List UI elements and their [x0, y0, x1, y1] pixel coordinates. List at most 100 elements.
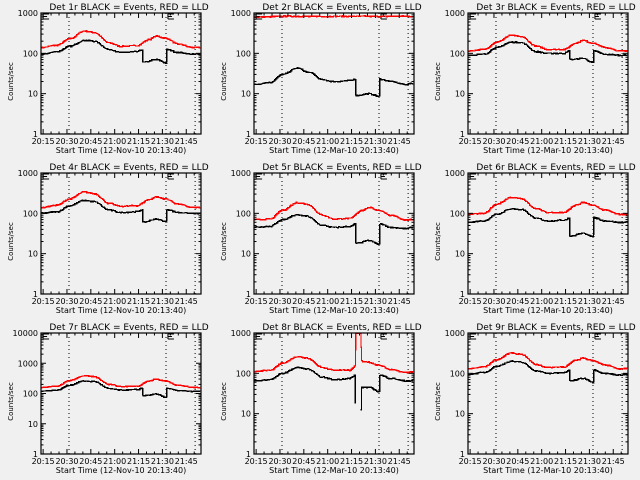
panel-det-5r: Det 5r BLACK = Events, RED = LLD 1 10 100 10… [220, 163, 422, 315]
y-tick-label: 100 [236, 49, 251, 58]
plot-frame [467, 12, 629, 135]
e-marker-glyph [594, 13, 601, 20]
y-tick-label: 100 [23, 49, 38, 58]
y-axis-label: Counts/sec [220, 62, 228, 101]
y-tick-label: 100 [236, 209, 251, 218]
y-tick-label: 10000 [13, 329, 38, 338]
events-series-line [468, 41, 628, 64]
x-tick-label: 21:15 [554, 137, 577, 146]
y-tick-label: 1000 [231, 9, 251, 18]
x-axis-label: Start Time (12-Mar-10 20:13:40) [483, 146, 613, 155]
panel-det-1r: Det 1r BLACK = Events, RED = LLD 1 10 100 10… [7, 3, 209, 155]
lld-series-line [254, 15, 414, 19]
x-tick-label: 21:00 [316, 137, 339, 146]
panel-det-3r: Det 3r BLACK = Events, RED = LLD 1 10 100 10… [434, 3, 636, 155]
y-tick-label: 1 [246, 290, 251, 299]
x-tick-label: 20:30 [55, 457, 78, 466]
x-tick-label: 21:30 [578, 137, 601, 146]
y-tick-label: 1000 [445, 169, 465, 178]
y-tick-label: 100 [450, 209, 465, 218]
chart-title: Det 6r BLACK = Events, RED = LLD [476, 163, 635, 173]
y-tick-label: 1000 [18, 359, 38, 368]
lld-series-line [41, 29, 201, 49]
x-axis-label: Start Time (12-Mar-10 20:13:40) [483, 306, 613, 315]
y-tick-label: 1000 [231, 169, 251, 178]
y-tick-label: 1 [246, 130, 251, 139]
panel-det-9r: Det 9r BLACK = Events, RED = LLD 1 10 100 10… [434, 323, 636, 475]
e-marker-glyph [469, 333, 477, 340]
e-marker-glyph [167, 333, 174, 340]
plot-frame [467, 172, 629, 295]
y-tick-label: 1000 [18, 169, 38, 178]
y-tick-label: 1 [246, 450, 251, 459]
y-tick-label: 1 [33, 130, 38, 139]
x-tick-label: 20:15 [459, 297, 482, 306]
y-tick-label: 100 [236, 369, 251, 378]
x-tick-label: 21:00 [316, 297, 339, 306]
x-tick-label: 21:15 [340, 137, 363, 146]
y-tick-label: 100 [23, 209, 38, 218]
x-tick-label: 21:45 [388, 137, 411, 146]
x-tick-label: 21:30 [151, 457, 174, 466]
x-tick-label: 21:00 [530, 137, 553, 146]
y-tick-label: 1 [460, 290, 465, 299]
x-tick-label: 20:30 [482, 457, 505, 466]
x-tick-label: 21:45 [388, 297, 411, 306]
x-tick-label: 21:00 [316, 457, 339, 466]
y-tick-label: 100 [450, 49, 465, 58]
x-tick-label: 20:45 [292, 137, 315, 146]
e-marker-glyph [469, 13, 477, 20]
chart-title: Det 5r BLACK = Events, RED = LLD [262, 163, 421, 173]
x-tick-label: 20:15 [32, 297, 55, 306]
x-tick-label: 21:15 [127, 137, 150, 146]
x-tick-label: 20:45 [292, 457, 315, 466]
lld-series-line [468, 34, 628, 53]
x-tick-label: 21:30 [364, 137, 387, 146]
x-tick-label: 20:30 [268, 137, 291, 146]
y-tick-label: 1 [33, 450, 38, 459]
y-axis-label: Counts/sec [7, 222, 15, 261]
y-tick-label: 1 [33, 290, 38, 299]
x-tick-label: 21:45 [175, 137, 198, 146]
chart-title: Det 7r BLACK = Events, RED = LLD [49, 323, 208, 333]
x-tick-label: 20:45 [506, 137, 529, 146]
x-tick-label: 20:45 [506, 297, 529, 306]
x-tick-label: 21:45 [602, 137, 625, 146]
chart-title: Det 8r BLACK = Events, RED = LLD [262, 323, 421, 333]
plot-frame [40, 12, 202, 135]
chart-title: Det 2r BLACK = Events, RED = LLD [262, 3, 421, 13]
y-tick-label: 10 [455, 90, 465, 99]
y-tick-label: 1000 [231, 329, 251, 338]
plot-frame [40, 332, 202, 455]
lld-series-line [254, 332, 414, 374]
panel-det-8r: Det 8r BLACK = Events, RED = LLD 1 10 100 10… [220, 323, 422, 475]
x-tick-label: 21:15 [340, 297, 363, 306]
y-axis-label: Counts/sec [7, 382, 15, 421]
e-marker-glyph [42, 173, 50, 180]
x-tick-label: 21:15 [127, 297, 150, 306]
x-tick-label: 21:00 [103, 297, 126, 306]
y-axis-label: Counts/sec [220, 382, 228, 421]
events-series-line [254, 366, 414, 411]
y-axis-label: Counts/sec [434, 62, 442, 101]
panel-det-4r: Det 4r BLACK = Events, RED = LLD 1 10 100 10… [7, 163, 209, 315]
plot-frame [253, 332, 415, 455]
events-series-line [41, 199, 201, 224]
x-tick-label: 20:30 [482, 137, 505, 146]
x-tick-label: 21:15 [554, 297, 577, 306]
lld-series-line [254, 201, 414, 222]
plot-frame [467, 332, 629, 455]
y-axis-label: Counts/sec [220, 222, 228, 261]
y-axis-label: Counts/sec [434, 382, 442, 421]
lld-series-line [468, 351, 628, 370]
plot-frame [253, 12, 415, 135]
y-tick-label: 100 [450, 369, 465, 378]
events-series-line [468, 207, 628, 238]
e-marker-glyph [42, 13, 50, 20]
y-tick-label: 10 [28, 250, 38, 259]
x-tick-label: 20:15 [245, 137, 268, 146]
events-series-line [254, 213, 414, 245]
y-tick-label: 10 [28, 90, 38, 99]
x-tick-label: 21:30 [151, 297, 174, 306]
e-marker-glyph [42, 333, 50, 340]
